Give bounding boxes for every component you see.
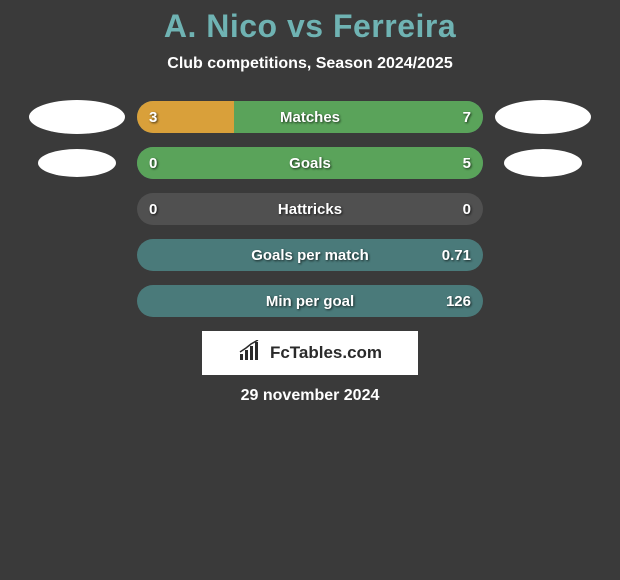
branding-box: FcTables.com [202, 331, 418, 375]
right-badge-slot [483, 149, 603, 177]
stat-bar: 0Goals5 [137, 147, 483, 179]
stat-value-right: 0 [463, 193, 471, 225]
player-badge-right [495, 100, 591, 134]
stat-bar: 3Matches7 [137, 101, 483, 133]
stat-label: Matches [137, 101, 483, 133]
right-badge-slot [483, 100, 603, 134]
comparison-infographic: A. Nico vs Ferreira Club competitions, S… [0, 0, 620, 405]
stat-value-right: 7 [463, 101, 471, 133]
stat-row: 0Hattricks0 [0, 193, 620, 225]
stat-value-right: 0.71 [442, 239, 471, 271]
stat-label: Goals per match [137, 239, 483, 271]
stat-row: Goals per match0.71 [0, 239, 620, 271]
branding-text: FcTables.com [270, 343, 382, 363]
stat-rows: 3Matches70Goals50Hattricks0Goals per mat… [0, 101, 620, 317]
chart-icon [238, 340, 264, 367]
stat-value-right: 126 [446, 285, 471, 317]
player-badge-right [504, 149, 582, 177]
date-text: 29 november 2024 [0, 387, 620, 405]
stat-row: 3Matches7 [0, 101, 620, 133]
stat-bar: 0Hattricks0 [137, 193, 483, 225]
left-badge-slot [17, 100, 137, 134]
stat-label: Min per goal [137, 285, 483, 317]
stat-row: Min per goal126 [0, 285, 620, 317]
subtitle: Club competitions, Season 2024/2025 [0, 55, 620, 73]
stat-bar: Min per goal126 [137, 285, 483, 317]
player-badge-left [29, 100, 125, 134]
stat-row: 0Goals5 [0, 147, 620, 179]
stat-value-right: 5 [463, 147, 471, 179]
stat-label: Hattricks [137, 193, 483, 225]
stat-bar: Goals per match0.71 [137, 239, 483, 271]
stat-label: Goals [137, 147, 483, 179]
player-badge-left [38, 149, 116, 177]
page-title: A. Nico vs Ferreira [0, 8, 620, 45]
left-badge-slot [17, 149, 137, 177]
